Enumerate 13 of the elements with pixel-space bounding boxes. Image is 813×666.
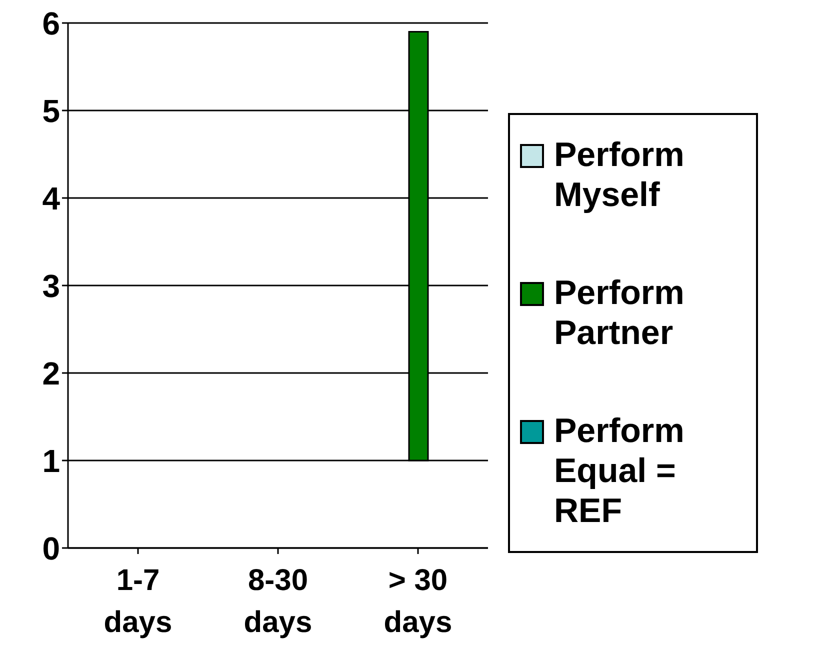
legend-label: Perform Partner <box>554 273 686 353</box>
y-tick-label: 4 <box>42 180 60 216</box>
x-tick-label: 1-7 days <box>104 564 172 639</box>
y-tick-label: 1 <box>42 442 60 479</box>
y-tick-label: 6 <box>42 5 60 42</box>
y-tick-label: 5 <box>42 92 60 129</box>
y-tick-label: 0 <box>42 530 60 566</box>
y-tick-label: 2 <box>42 355 60 392</box>
legend-label: Perform Myself <box>554 135 686 215</box>
y-tick-label: 3 <box>42 268 60 304</box>
x-tick-label: > 30 days <box>384 564 452 639</box>
x-tick-label: 8-30 days <box>244 564 312 639</box>
legend-label: Perform Equal = REF <box>554 411 686 531</box>
